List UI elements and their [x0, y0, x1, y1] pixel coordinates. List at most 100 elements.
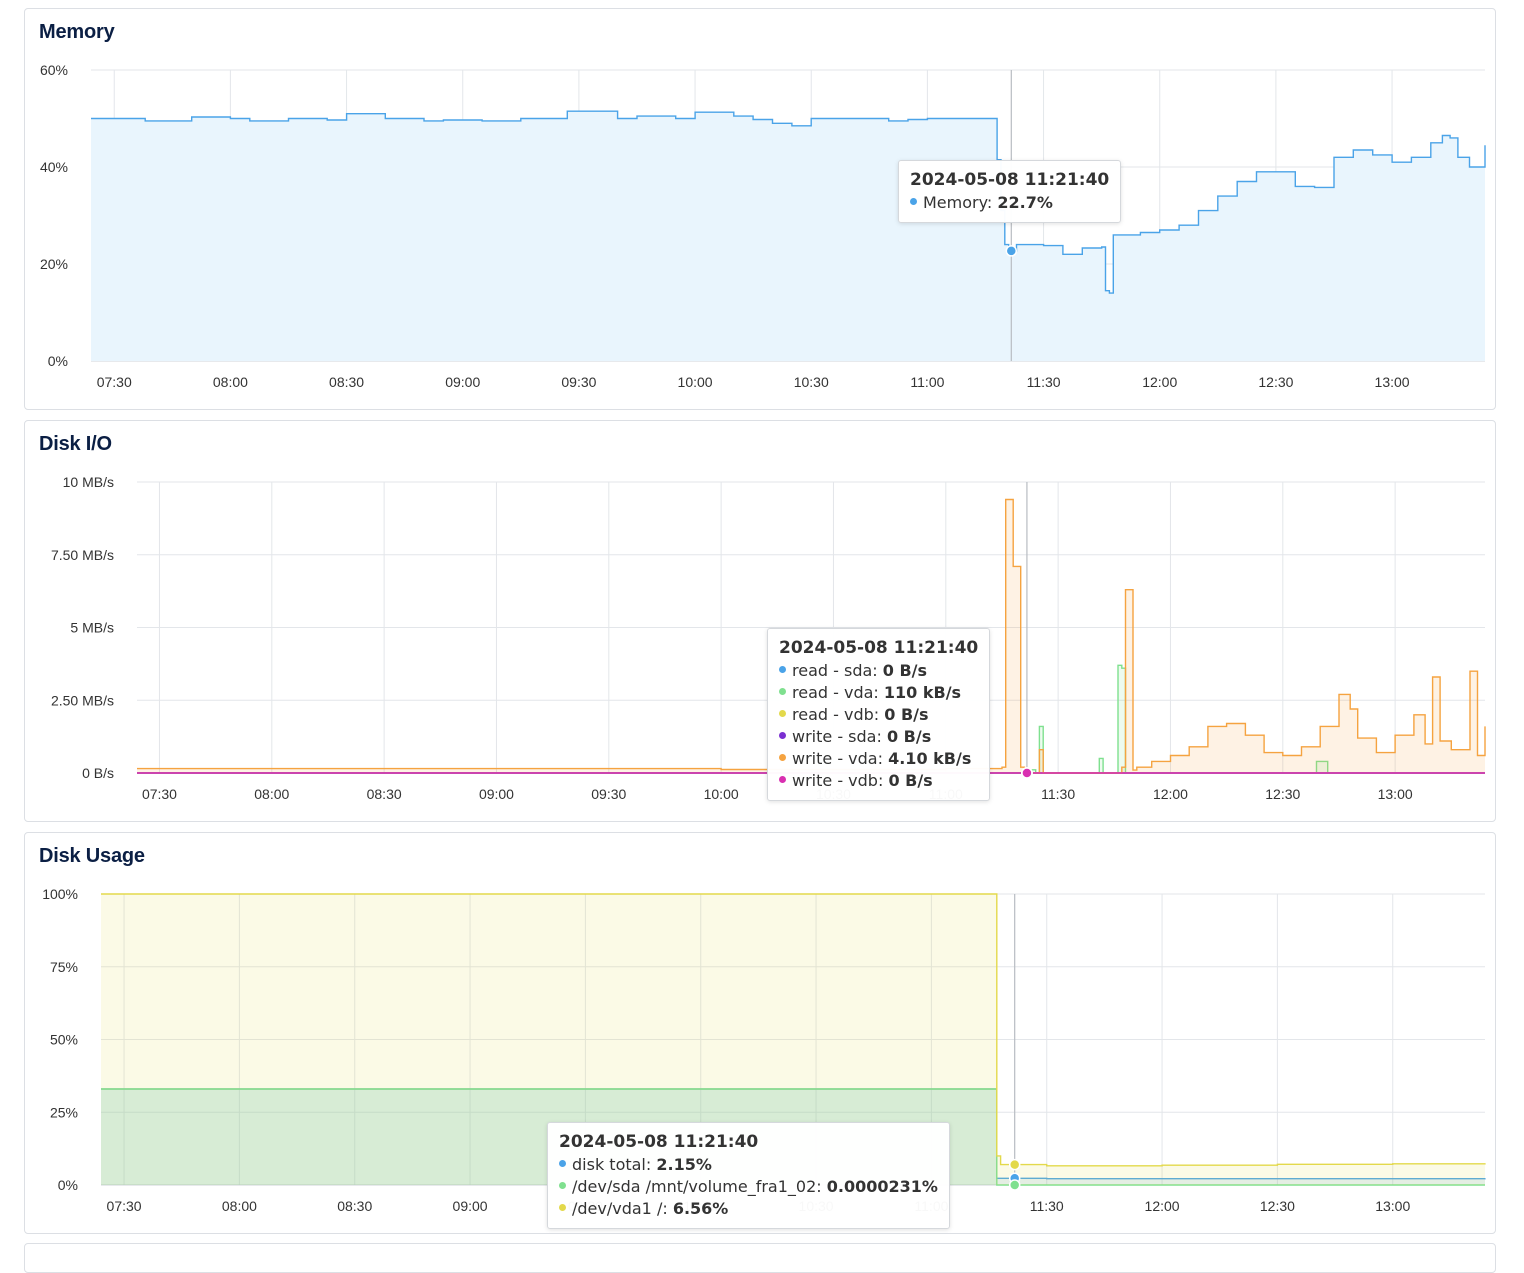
tooltip-series-label: disk total	[572, 1155, 646, 1174]
hover-marker	[1005, 245, 1018, 257]
tooltip-series-value: 0 B/s	[882, 661, 928, 680]
y-tick-label: 25%	[50, 1104, 78, 1120]
tooltip-separator: :	[662, 1199, 673, 1218]
x-tick-label: 10:30	[794, 374, 829, 390]
tooltip-row: write - sda: 0 B/s	[779, 726, 978, 748]
tooltip-row: write - vda: 4.10 kB/s	[779, 748, 978, 770]
series-dot-icon	[559, 1182, 566, 1189]
memory-tooltip: 2024-05-08 11:21:40 Memory: 22.7%	[898, 160, 1122, 223]
tooltip-series-label: /dev/sda /mnt/volume_fra1_02	[572, 1177, 817, 1196]
x-tick-label: 12:30	[1258, 374, 1293, 390]
tooltip-separator: :	[816, 1177, 827, 1196]
disk-usage-tooltip: 2024-05-08 11:21:40 disk total: 2.15%/de…	[547, 1122, 950, 1229]
tooltip-series-value: 2.15%	[656, 1155, 712, 1174]
tooltip-time: 2024-05-08 11:21:40	[779, 638, 979, 658]
series-dot-icon	[779, 754, 786, 761]
x-tick-label: 07:30	[142, 786, 177, 802]
x-tick-label: 09:00	[453, 1198, 488, 1214]
series-dot-icon	[559, 1160, 566, 1167]
x-tick-label: 07:30	[107, 1198, 142, 1214]
x-tick-label: 08:00	[254, 786, 289, 802]
x-tick-label: 12:00	[1145, 1198, 1180, 1214]
tooltip-separator: :	[986, 193, 998, 212]
tooltip-series-label: read - vdb	[792, 705, 874, 724]
series-dot-icon	[779, 666, 786, 673]
tooltip-separator: :	[645, 1155, 657, 1174]
tooltip-row: /dev/sda /mnt/volume_fra1_02: 0.0000231%	[559, 1176, 938, 1198]
x-tick-label: 12:00	[1153, 786, 1188, 802]
tooltip-separator: :	[872, 661, 883, 680]
memory-chart[interactable]: 0% 20% 40% 60% 07:30 08:00 08:30 09:00 09:30 10:0…	[25, 9, 1495, 409]
y-tick-label: 0%	[58, 1177, 78, 1193]
tooltip-row: Memory: 22.7%	[910, 192, 1109, 214]
tooltip-series-value: 0 B/s	[884, 705, 929, 724]
x-tick-label: 10:00	[704, 786, 739, 802]
x-tick-label: 09:00	[479, 786, 514, 802]
x-tick-label: 08:30	[367, 786, 402, 802]
x-tick-label: 10:00	[678, 374, 713, 390]
tooltip-row: disk total: 2.15%	[559, 1154, 938, 1176]
hover-marker	[1008, 1179, 1021, 1191]
y-tick-label: 75%	[50, 959, 78, 975]
tooltip-series-label: /dev/vda1 /	[572, 1199, 663, 1218]
tooltip-series-label: read - sda	[792, 661, 873, 680]
disk-io-tooltip: 2024-05-08 11:21:40 read - sda: 0 B/s rea…	[767, 628, 991, 801]
tooltip-separator: :	[873, 683, 884, 702]
disk-io-panel: Disk I/O 0 B/s 2.50 MB/s 5 MB/s 7.50 MB/s 10…	[24, 420, 1496, 822]
x-tick-label: 11:00	[910, 374, 944, 390]
hover-marker	[1021, 767, 1033, 779]
tooltip-row: /dev/vda1 /: 6.56%	[559, 1198, 938, 1220]
series-dot-icon	[910, 198, 917, 205]
y-tick-label: 100%	[42, 886, 78, 902]
x-tick-label: 13:00	[1375, 1198, 1410, 1214]
tooltip-separator: :	[877, 749, 889, 768]
series-dot-icon	[779, 776, 786, 783]
x-tick-label: 07:30	[97, 374, 132, 390]
hover-marker	[1008, 1158, 1021, 1171]
x-tick-label: 09:30	[561, 374, 596, 390]
memory-panel: Memory 0% 20% 40% 60% 07:30 08:00 08:30 09:00 09…	[24, 8, 1496, 410]
series-area	[91, 111, 1485, 361]
tooltip-row: write - vdb: 0 B/s	[779, 770, 978, 792]
series-dot-icon	[779, 732, 786, 739]
series-line	[137, 498, 1486, 774]
y-tick-label: 20%	[40, 256, 68, 272]
disk-usage-title: Disk Usage	[39, 845, 145, 867]
y-tick-label: 50%	[50, 1032, 78, 1048]
x-tick-label: 09:00	[445, 374, 480, 390]
tooltip-separator: :	[876, 727, 887, 746]
disk-usage-panel: Disk Usage 0% 25% 50% 75% 100% 07:30 08:00 08:3…	[24, 832, 1496, 1234]
tooltip-row: read - vdb: 0 B/s	[779, 704, 978, 726]
tooltip-series-label: Memory	[923, 193, 987, 212]
series-line	[101, 893, 1486, 1167]
tooltip-series-label: read - vda	[792, 683, 874, 702]
tooltip-series-label: write - vda	[792, 749, 878, 768]
x-tick-label: 12:30	[1260, 1198, 1295, 1214]
tooltip-series-value: 22.7%	[997, 193, 1053, 212]
x-tick-label: 13:00	[1378, 786, 1413, 802]
series-dot-icon	[779, 688, 786, 695]
x-tick-label: 11:30	[1030, 1198, 1064, 1214]
tooltip-series-value: 0 B/s	[886, 727, 932, 746]
tooltip-series-value: 6.56%	[672, 1199, 729, 1218]
y-tick-label: 60%	[40, 62, 68, 78]
x-tick-label: 09:30	[591, 786, 626, 802]
series-dot-icon	[779, 710, 786, 717]
x-tick-label: 08:30	[329, 374, 364, 390]
memory-title: Memory	[39, 21, 115, 43]
x-tick-label: 12:30	[1265, 786, 1300, 802]
y-tick-label: 2.50 MB/s	[51, 692, 114, 708]
x-tick-label: 08:00	[213, 374, 248, 390]
y-tick-label: 7.50 MB/s	[51, 547, 114, 563]
series-dot-icon	[559, 1204, 566, 1211]
tooltip-row: read - sda: 0 B/s	[779, 660, 978, 682]
y-tick-label: 10 MB/s	[63, 474, 114, 490]
disk-io-title: Disk I/O	[39, 433, 112, 455]
x-tick-label: 08:30	[337, 1198, 372, 1214]
y-tick-label: 0 B/s	[82, 765, 114, 781]
tooltip-series-label: write - sda	[792, 727, 877, 746]
y-tick-label: 5 MB/s	[70, 620, 114, 636]
disk-io-chart[interactable]: 0 B/s 2.50 MB/s 5 MB/s 7.50 MB/s 10 MB/s 07:3…	[25, 421, 1495, 821]
tooltip-time: 2024-05-08 11:21:40	[910, 170, 1110, 190]
tooltip-row: read - vda: 110 kB/s	[779, 682, 978, 704]
